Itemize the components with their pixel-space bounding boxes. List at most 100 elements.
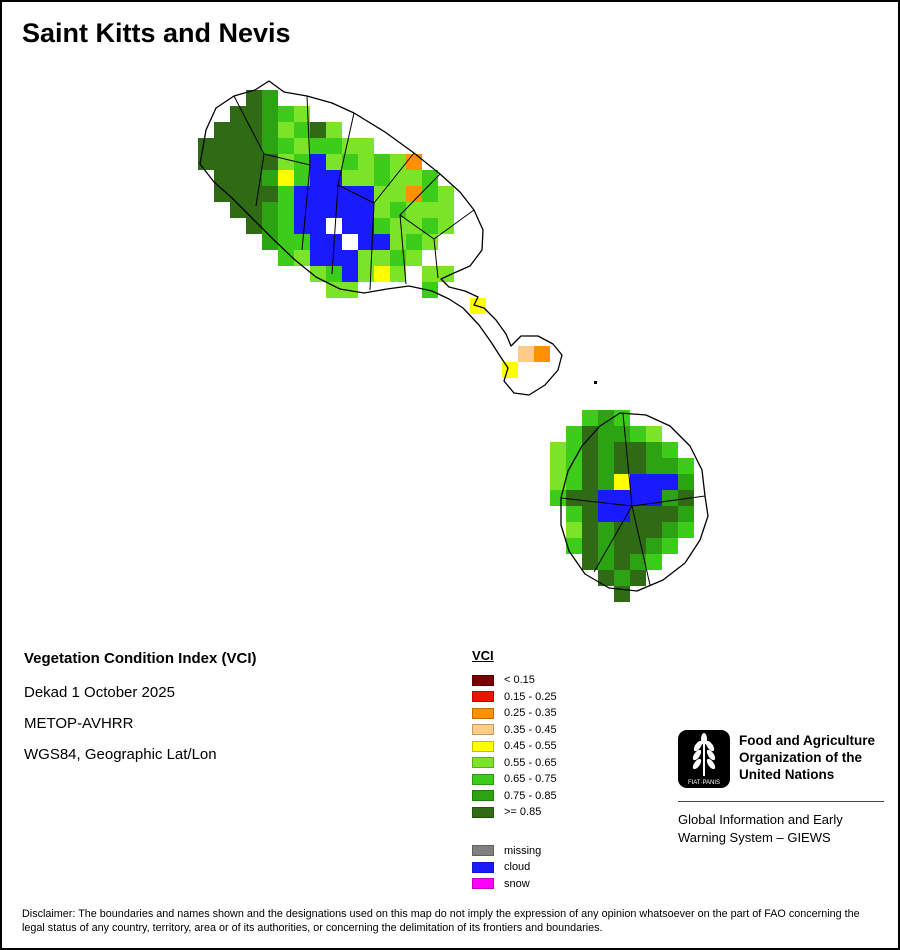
- raster-cell: [294, 106, 310, 122]
- raster-cell: [246, 218, 262, 234]
- raster-cell: [278, 234, 294, 250]
- legend-item: 0.35 - 0.45: [472, 722, 557, 739]
- legend-special-list: missing cloud snow: [472, 843, 557, 893]
- legend-label: >= 0.85: [504, 806, 542, 819]
- raster-cell: [390, 218, 406, 234]
- raster-cell: [614, 474, 630, 490]
- projection-label: WGS84, Geographic Lat/Lon: [24, 746, 217, 763]
- raster-cell: [310, 122, 326, 138]
- raster-cell: [342, 154, 358, 170]
- raster-cell: [614, 586, 630, 602]
- raster-cell: [278, 138, 294, 154]
- raster-cell: [262, 106, 278, 122]
- legend-item: 0.55 - 0.65: [472, 755, 557, 772]
- fao-org-line: United Nations: [739, 767, 835, 782]
- raster-cell: [678, 522, 694, 538]
- raster-cell: [374, 186, 390, 202]
- raster-cell: [358, 234, 374, 250]
- raster-cell: [566, 490, 582, 506]
- raster-cell: [246, 154, 262, 170]
- raster-cell: [598, 554, 614, 570]
- raster-cell: [294, 122, 310, 138]
- legend-swatch: [472, 773, 494, 785]
- raster-cell: [326, 282, 342, 298]
- raster-cell: [294, 154, 310, 170]
- raster-cell: [678, 490, 694, 506]
- raster-cell: [614, 570, 630, 586]
- raster-cell: [390, 266, 406, 282]
- raster-cell: [278, 202, 294, 218]
- legend-label: 0.35 - 0.45: [504, 723, 557, 736]
- raster-cell: [646, 554, 662, 570]
- raster-cell: [614, 538, 630, 554]
- raster-cell: [582, 458, 598, 474]
- product-info-block: Vegetation Condition Index (VCI) Dekad 1…: [24, 650, 257, 777]
- raster-cell: [598, 474, 614, 490]
- raster-cell: [406, 250, 422, 266]
- raster-cell: [406, 202, 422, 218]
- raster-cell: [246, 170, 262, 186]
- raster-cell: [326, 186, 342, 202]
- raster-cell: [406, 154, 422, 170]
- raster-cell: [678, 458, 694, 474]
- raster-cell: [310, 250, 326, 266]
- legend-item: 0.75 - 0.85: [472, 788, 557, 805]
- raster-cell: [342, 218, 358, 234]
- raster-cell: [566, 538, 582, 554]
- raster-cell: [438, 218, 454, 234]
- raster-cell: [198, 138, 214, 154]
- fao-org-line: Organization of the: [739, 750, 862, 765]
- raster-cell: [582, 554, 598, 570]
- raster-cell: [262, 122, 278, 138]
- raster-cell: [390, 154, 406, 170]
- raster-cell: [646, 474, 662, 490]
- raster-cell: [262, 218, 278, 234]
- raster-cell: [342, 138, 358, 154]
- raster-cell: [358, 170, 374, 186]
- raster-cell: [598, 426, 614, 442]
- raster-cell: [550, 458, 566, 474]
- raster-cell: [294, 138, 310, 154]
- raster-cell: [630, 522, 646, 538]
- raster-cell: [630, 554, 646, 570]
- legend-label: 0.75 - 0.85: [504, 789, 557, 802]
- raster-cell: [374, 234, 390, 250]
- legend-swatch: [472, 790, 494, 802]
- sensor-label: METOP-AVHRR: [24, 715, 134, 732]
- raster-cell: [342, 186, 358, 202]
- raster-cell: [214, 186, 230, 202]
- raster-cell: [246, 90, 262, 106]
- raster-cell: [310, 234, 326, 250]
- raster-cell: [646, 538, 662, 554]
- raster-cell: [358, 154, 374, 170]
- raster-cell: [326, 138, 342, 154]
- raster-cell: [262, 138, 278, 154]
- raster-cell: [214, 170, 230, 186]
- raster-cell: [326, 122, 342, 138]
- legend-swatch: [472, 861, 494, 873]
- raster-cell: [326, 154, 342, 170]
- raster-cell: [550, 442, 566, 458]
- legend-title: VCI: [472, 648, 494, 663]
- raster-cell: [326, 250, 342, 266]
- raster-cell: [678, 506, 694, 522]
- raster-cell: [310, 138, 326, 154]
- raster-cell: [438, 202, 454, 218]
- legend-swatch: [472, 757, 494, 769]
- legend-label: missing: [504, 844, 542, 857]
- raster-cell: [662, 506, 678, 522]
- raster-cell: [566, 426, 582, 442]
- page-title: Saint Kitts and Nevis: [22, 18, 291, 48]
- raster-cell: [294, 250, 310, 266]
- raster-cell: [630, 490, 646, 506]
- legend-label: < 0.15: [504, 674, 535, 687]
- raster-cell: [614, 410, 630, 426]
- disclaimer-text: Disclaimer: The boundaries and names sho…: [22, 908, 860, 934]
- raster-cell: [662, 442, 678, 458]
- fao-separator: [678, 801, 884, 802]
- legend-item: snow: [472, 876, 557, 893]
- raster-cell: [566, 474, 582, 490]
- raster-cell: [294, 170, 310, 186]
- raster-cell: [598, 538, 614, 554]
- raster-cell: [342, 282, 358, 298]
